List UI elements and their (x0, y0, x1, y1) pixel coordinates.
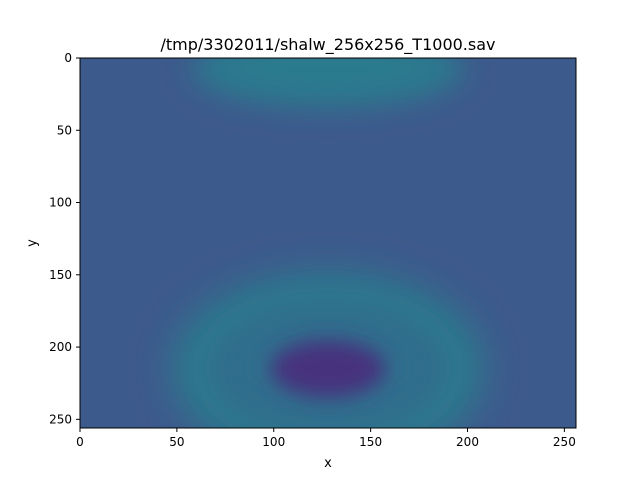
y-tick-label: 0 (64, 51, 72, 65)
plot-area (80, 58, 576, 428)
y-tick-label: 200 (49, 340, 72, 354)
x-axis-ticks: 0 50 100 150 200 250 (76, 428, 576, 449)
y-axis-ticks: 0 50 100 150 200 250 (49, 51, 80, 426)
x-axis-label: x (324, 456, 332, 471)
x-tick-label: 250 (553, 435, 576, 449)
heatmap-ring (173, 273, 483, 428)
x-tick-label: 200 (456, 435, 479, 449)
y-tick-label: 150 (49, 268, 72, 282)
heatmap-trough (269, 339, 387, 398)
plot-frame (79, 57, 577, 429)
y-axis-label: y (25, 239, 40, 247)
x-tick-label: 150 (359, 435, 382, 449)
heatmap-features (173, 58, 483, 428)
x-tick-label: 100 (262, 435, 285, 449)
heatmap-ridge (192, 58, 464, 108)
y-tick-label: 250 (49, 412, 72, 426)
x-tick-label: 50 (169, 435, 184, 449)
x-tick-label: 0 (76, 435, 84, 449)
y-tick-label: 100 (49, 196, 72, 210)
y-tick-label: 50 (57, 123, 72, 137)
chart-title: /tmp/3302011/shalw_256x256_T1000.sav (161, 35, 496, 55)
